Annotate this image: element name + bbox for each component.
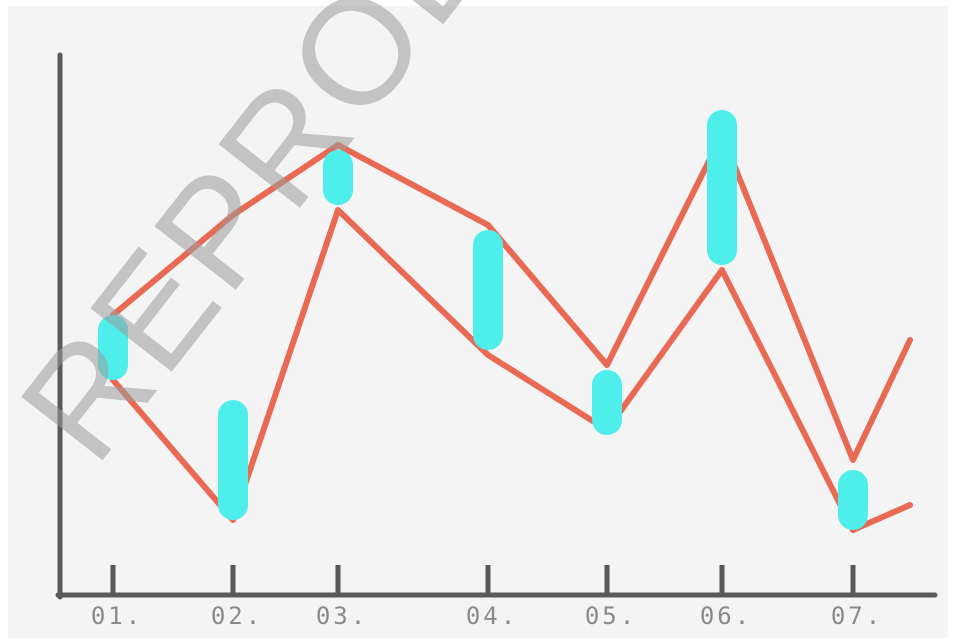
x-tick-label: 02. <box>211 602 263 630</box>
x-tick-label: 04. <box>466 602 518 630</box>
range-bar-7 <box>838 470 868 530</box>
x-tick-label: 06. <box>700 602 752 630</box>
axes <box>55 52 938 600</box>
x-ticks: 01. 02. 03. 04. 05. 06. 07. <box>91 565 883 630</box>
range-bars-layer <box>98 110 868 530</box>
range-bar-4 <box>473 230 503 350</box>
range-bar-1 <box>98 315 128 380</box>
series-line-1 <box>110 132 913 463</box>
x-tick-label: 07. <box>831 602 883 630</box>
range-bar-3 <box>323 150 353 205</box>
x-tick-label: 03. <box>316 602 368 630</box>
x-tick-label: 05. <box>585 602 637 630</box>
range-bar-6 <box>707 110 737 265</box>
series-line-2 <box>110 207 913 533</box>
x-tick-label: 01. <box>91 602 143 630</box>
range-bar-5 <box>592 370 622 435</box>
range-bar-2 <box>218 400 248 520</box>
